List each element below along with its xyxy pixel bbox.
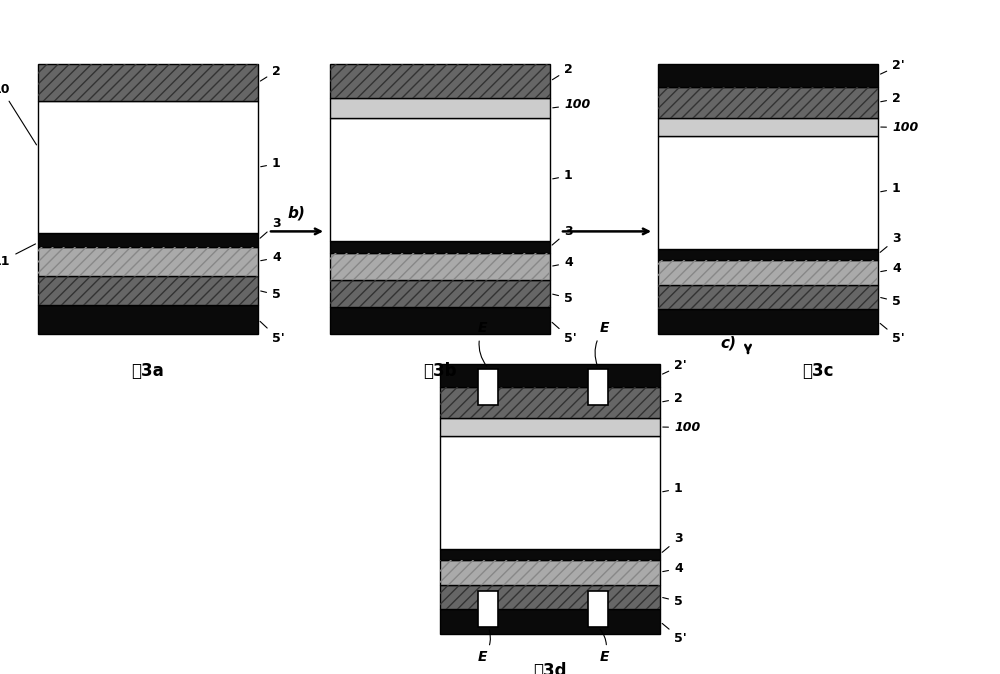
Bar (658, 259, 878, 284)
Text: E: E (478, 321, 487, 366)
Bar (658, 136, 878, 249)
Bar (330, 307, 550, 334)
Bar (478, 369, 498, 404)
Text: 4: 4 (261, 251, 281, 264)
Bar (330, 241, 550, 253)
Bar (658, 259, 878, 284)
Text: E: E (478, 630, 490, 665)
Text: 5: 5 (663, 595, 683, 608)
Text: E: E (600, 630, 609, 665)
Bar (658, 86, 878, 118)
Text: 100: 100 (553, 98, 590, 111)
Bar (440, 386, 660, 418)
Bar (440, 549, 660, 559)
Text: 10: 10 (0, 83, 37, 145)
Bar (38, 276, 258, 305)
Bar (440, 386, 660, 418)
Bar (330, 253, 550, 280)
Bar (588, 369, 608, 404)
Text: 5': 5' (662, 623, 687, 645)
Text: 2': 2' (881, 59, 905, 74)
Text: 3: 3 (662, 532, 683, 553)
Text: 3: 3 (880, 233, 901, 252)
Text: 5': 5' (552, 322, 577, 345)
Bar (440, 559, 660, 584)
Text: 5: 5 (261, 288, 281, 301)
Text: 图3d: 图3d (533, 662, 567, 674)
Text: 1: 1 (553, 169, 573, 183)
Text: 5': 5' (260, 321, 285, 345)
Bar (330, 98, 550, 118)
Bar (38, 247, 258, 276)
Text: E: E (595, 321, 609, 366)
Text: 2: 2 (260, 65, 281, 81)
Bar (658, 309, 878, 334)
Bar (330, 253, 550, 280)
Text: 图3b: 图3b (423, 362, 457, 380)
Text: 3: 3 (552, 224, 573, 245)
Bar (440, 364, 660, 386)
Text: 3: 3 (260, 218, 281, 238)
Text: 5': 5' (880, 324, 905, 345)
Text: 图3c: 图3c (802, 362, 834, 380)
Bar (588, 591, 608, 627)
Text: 5: 5 (881, 295, 901, 308)
Text: 100: 100 (663, 421, 700, 434)
Bar (38, 64, 258, 101)
Bar (658, 64, 878, 86)
Text: 1: 1 (663, 483, 683, 495)
Text: 4: 4 (881, 262, 901, 275)
Bar (478, 591, 498, 627)
Bar (38, 64, 258, 101)
Bar (330, 64, 550, 98)
Bar (330, 280, 550, 307)
Text: 2: 2 (663, 392, 683, 405)
Bar (330, 118, 550, 241)
Bar (440, 559, 660, 584)
Bar (330, 280, 550, 307)
Text: 1: 1 (881, 182, 901, 195)
Text: 2': 2' (663, 359, 687, 374)
Text: 11: 11 (0, 244, 36, 268)
Text: 5: 5 (553, 291, 573, 305)
Text: 2: 2 (881, 92, 901, 105)
Bar (440, 584, 660, 609)
Text: 图3a: 图3a (132, 362, 164, 380)
Bar (658, 284, 878, 309)
Text: 4: 4 (553, 257, 573, 270)
Text: b): b) (287, 206, 305, 220)
Text: 4: 4 (663, 562, 683, 575)
Bar (440, 418, 660, 436)
Bar (658, 284, 878, 309)
Bar (658, 118, 878, 136)
Bar (440, 436, 660, 549)
Bar (330, 64, 550, 98)
Bar (38, 247, 258, 276)
Text: 1: 1 (261, 157, 281, 171)
Bar (38, 305, 258, 334)
Bar (658, 249, 878, 259)
Text: 100: 100 (881, 121, 918, 134)
Bar (38, 233, 258, 247)
Bar (440, 584, 660, 609)
Bar (440, 609, 660, 634)
Bar (38, 276, 258, 305)
Text: 2: 2 (552, 63, 573, 80)
Bar (658, 86, 878, 118)
Text: c): c) (720, 336, 736, 351)
Bar (38, 101, 258, 233)
